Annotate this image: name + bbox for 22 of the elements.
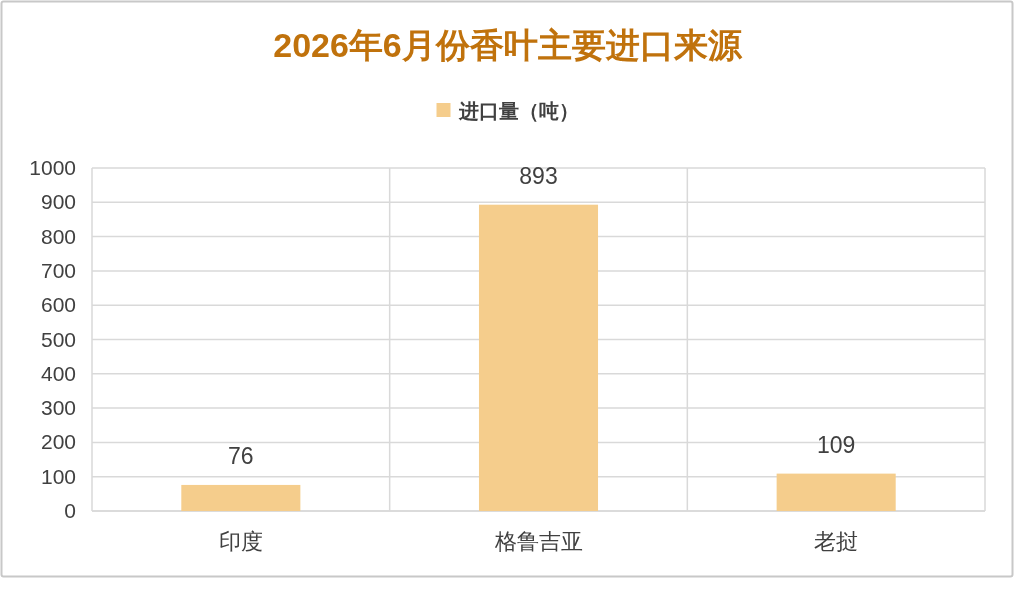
- bar: [181, 484, 301, 511]
- chart-title: 2026年6月份香叶主要进口来源: [273, 26, 743, 64]
- x-tick-label: 老挝: [814, 529, 859, 554]
- bar: [478, 204, 599, 511]
- data-label: 76: [228, 442, 254, 469]
- y-tick-label: 400: [40, 361, 76, 385]
- y-tick-label: 700: [40, 258, 76, 282]
- y-tick-label: 200: [40, 430, 76, 454]
- y-tick-label: 900: [40, 190, 76, 214]
- y-tick-label: 800: [40, 224, 76, 248]
- bar: [776, 473, 896, 511]
- legend-label: 进口量（吨）: [457, 100, 579, 122]
- x-tick-label: 格鲁吉亚: [493, 529, 583, 554]
- y-tick-label: 100: [40, 464, 76, 488]
- x-tick-label: 印度: [218, 529, 263, 554]
- y-tick-label: 500: [40, 327, 76, 351]
- y-tick-label: 0: [64, 499, 76, 522]
- data-label: 893: [519, 162, 558, 189]
- y-tick-label: 600: [40, 293, 76, 317]
- data-label: 109: [816, 431, 856, 458]
- y-tick-label: 300: [40, 396, 76, 420]
- y-tick-label: 1000: [29, 156, 76, 179]
